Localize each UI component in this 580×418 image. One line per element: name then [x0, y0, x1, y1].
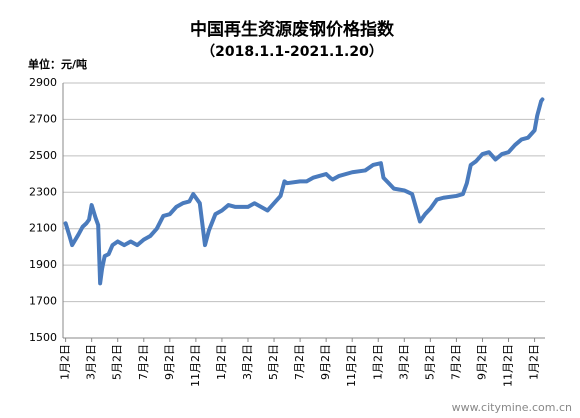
x-tick-label: 9月2日 [163, 344, 176, 380]
y-tick-label: 2900 [29, 76, 57, 89]
x-tick-label: 1月2日 [528, 344, 541, 380]
y-tick-label: 1700 [29, 295, 57, 308]
y-tick-label: 2100 [29, 222, 57, 235]
y-tick-label: 2500 [29, 149, 57, 162]
x-tick-label: 9月2日 [475, 344, 488, 380]
x-tick-label: 3月2日 [85, 344, 98, 380]
x-tick-label: 5月2日 [267, 344, 280, 380]
x-tick-label: 5月2日 [423, 344, 436, 380]
x-tick-label: 1月2日 [371, 344, 384, 380]
x-tick-label: 11月2日 [502, 344, 515, 387]
x-tick-label: 3月2日 [397, 344, 410, 380]
x-tick-label: 1月2日 [215, 344, 228, 380]
x-tick-label: 5月2日 [111, 344, 124, 380]
x-tick-label: 7月2日 [137, 344, 150, 380]
x-tick-label: 3月2日 [241, 344, 254, 380]
watermark: www.citymine.com.cn [452, 401, 572, 414]
x-tick-label: 7月2日 [293, 344, 306, 380]
y-tick-label: 1500 [29, 331, 57, 344]
y-tick-label: 1900 [29, 258, 57, 271]
chart-subtitle: （2018.1.1-2021.1.20） [201, 44, 383, 60]
x-tick-label: 7月2日 [449, 344, 462, 380]
y-tick-label: 2700 [29, 112, 57, 125]
y-axis-label: 单位：元/吨 [28, 57, 87, 71]
y-tick-label: 2300 [29, 185, 57, 198]
x-tick-label: 11月2日 [189, 344, 202, 387]
series-line [63, 97, 545, 286]
x-tick-label: 11月2日 [345, 344, 358, 387]
chart-title: 中国再生资源废钢价格指数 [190, 19, 395, 40]
x-tick-label: 1月2日 [59, 344, 72, 380]
x-tick-label: 9月2日 [319, 344, 332, 380]
